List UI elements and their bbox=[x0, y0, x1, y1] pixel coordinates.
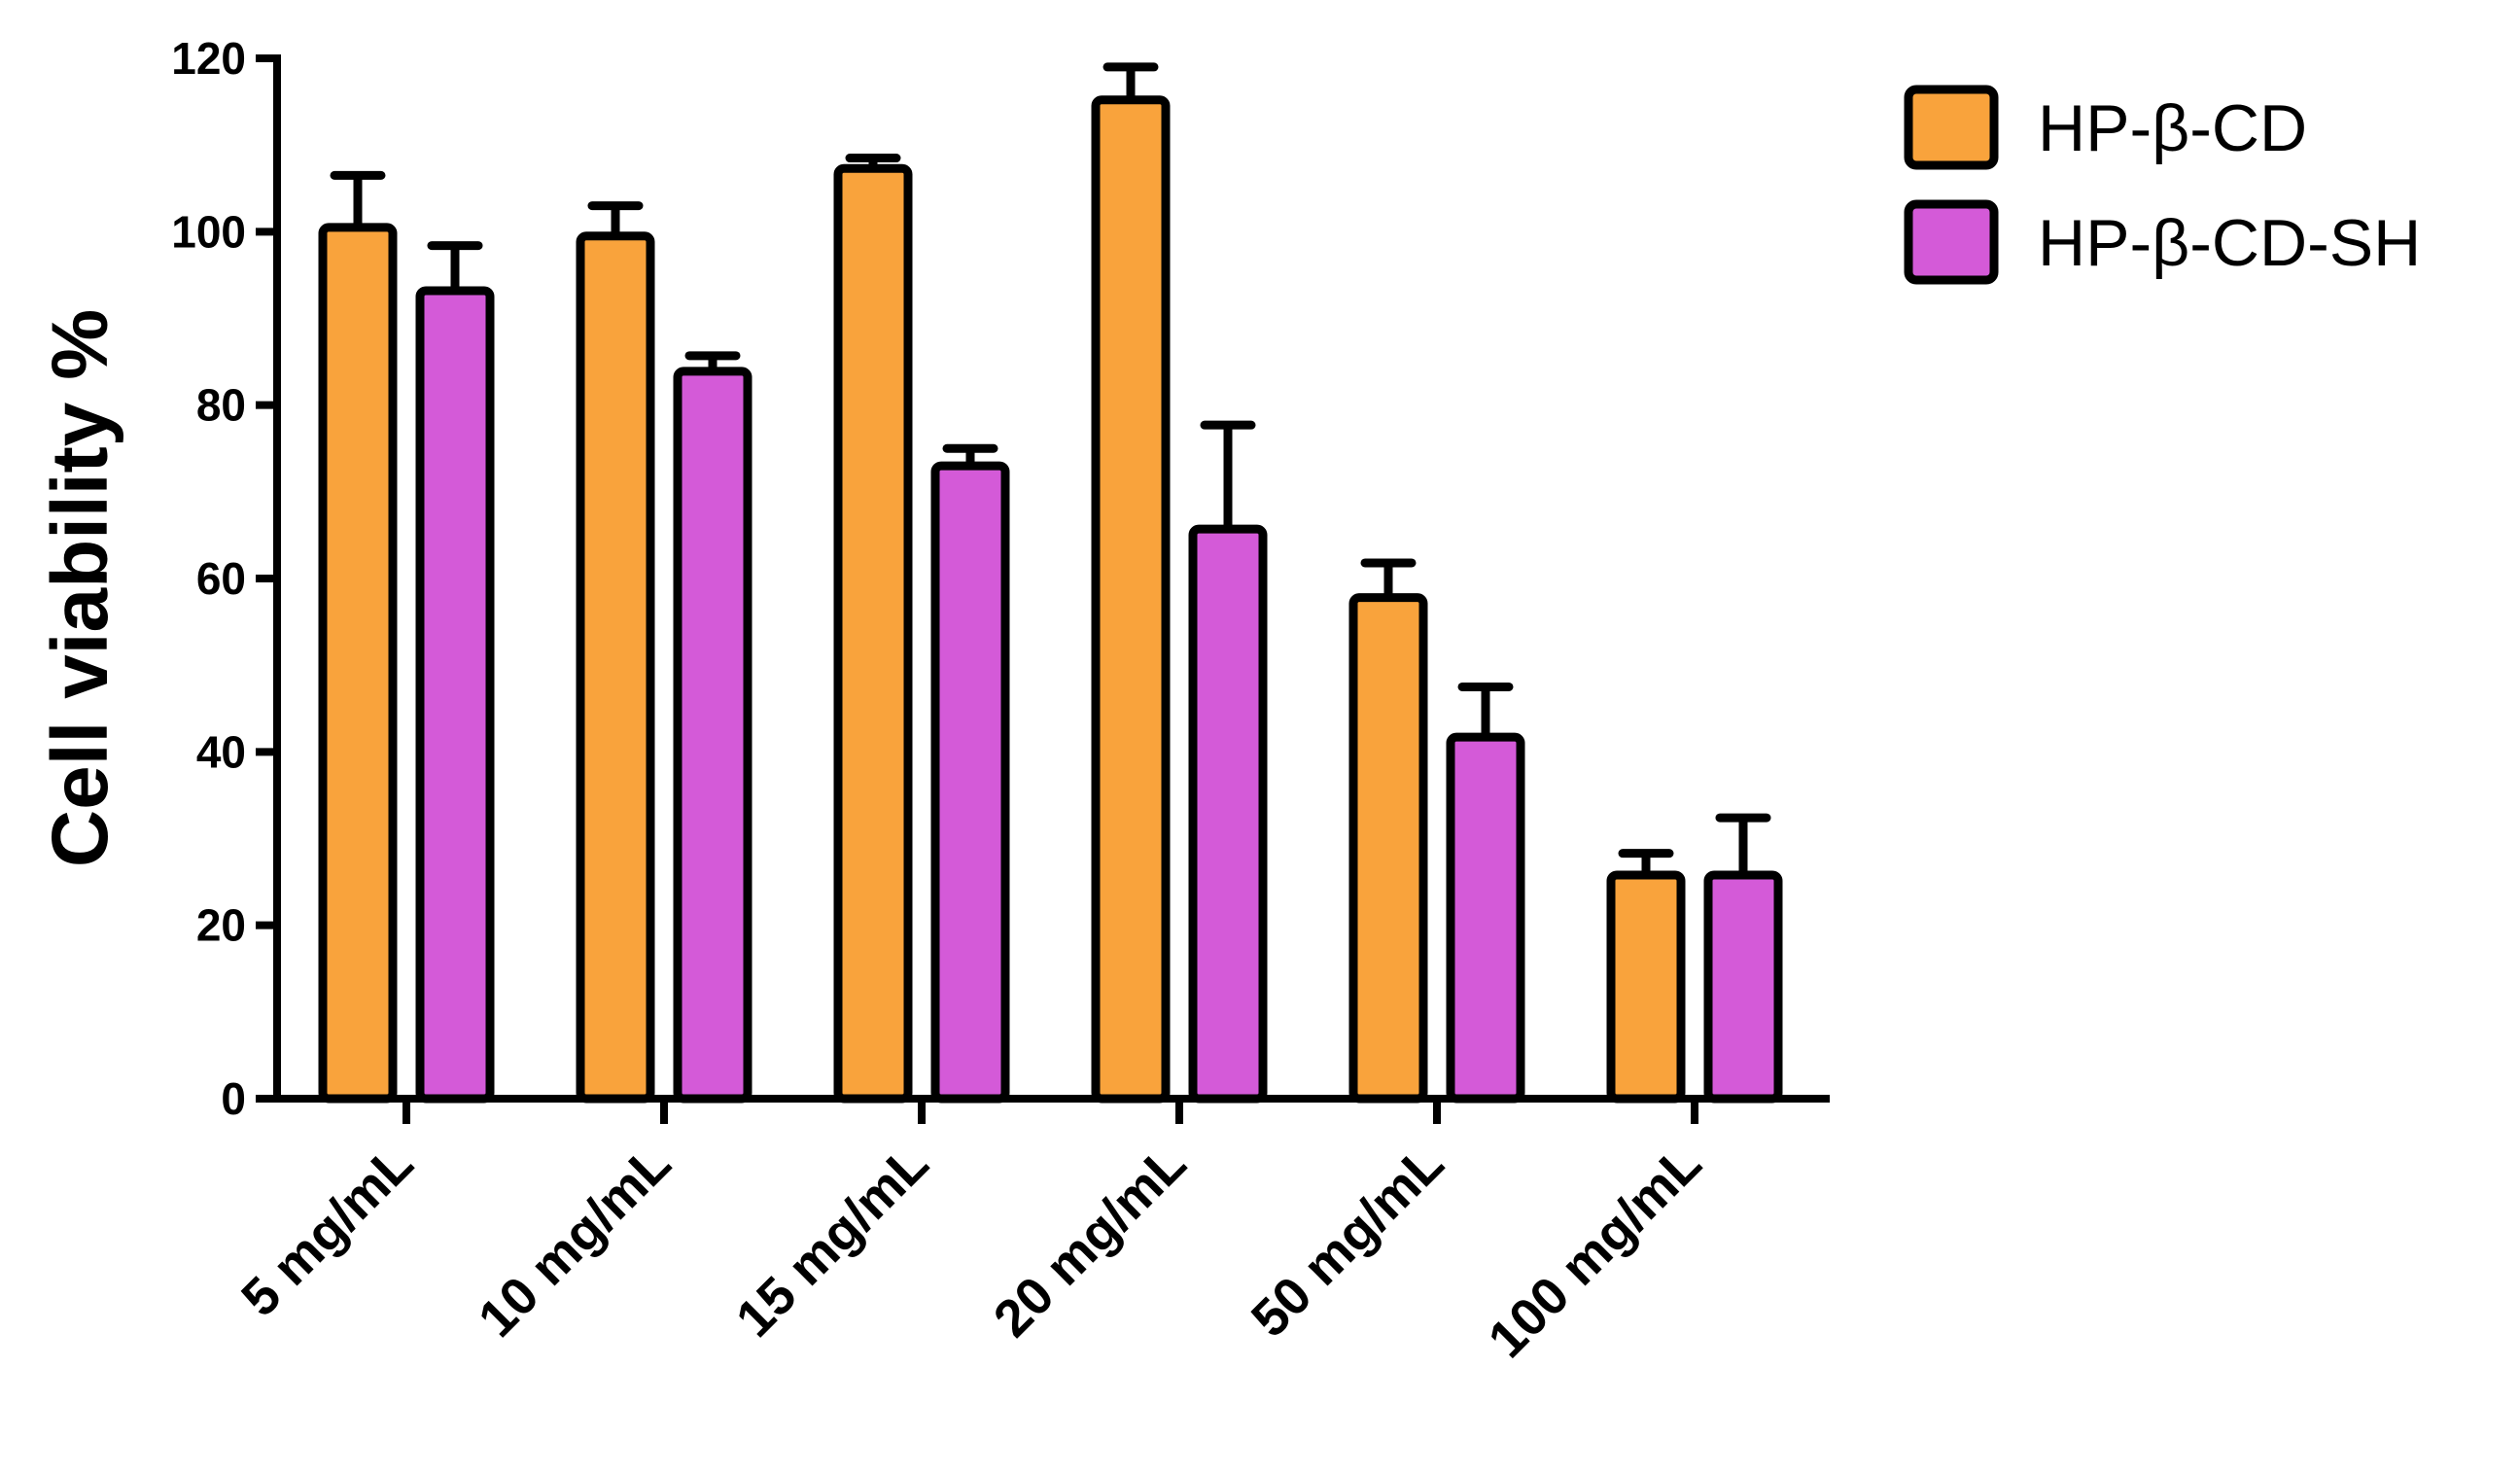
legend-swatch bbox=[1904, 85, 1999, 170]
error-bars-layer bbox=[330, 62, 1771, 875]
y-tick-label: 80 bbox=[196, 380, 246, 431]
y-axis-label: Cell viability % bbox=[36, 309, 124, 867]
legend: HP-β-CD HP-β-CD-SH bbox=[1904, 85, 2421, 285]
bar bbox=[1188, 524, 1268, 1104]
y-tick-label: 100 bbox=[171, 206, 246, 257]
y-tick-label: 40 bbox=[196, 726, 246, 777]
x-tick-label: 15 mg/mL bbox=[725, 1134, 940, 1349]
bars-layer bbox=[318, 95, 1783, 1104]
y-tick-label: 0 bbox=[221, 1073, 246, 1124]
bar bbox=[1091, 95, 1171, 1104]
x-tick-label: 50 mg/mL bbox=[1241, 1134, 1455, 1349]
bar bbox=[1606, 870, 1686, 1104]
bar bbox=[576, 231, 655, 1104]
bar bbox=[673, 367, 752, 1104]
legend-label: HP-β-CD-SH bbox=[2038, 206, 2421, 280]
bar bbox=[930, 461, 1010, 1104]
y-ticks-layer: 0 20 40 60 80 100 120 bbox=[171, 33, 277, 1124]
x-tick-label: 100 mg/mL bbox=[1478, 1134, 1713, 1369]
x-tick-label: 10 mg/mL bbox=[468, 1134, 682, 1349]
bar bbox=[833, 163, 913, 1104]
legend-swatch bbox=[1904, 199, 1999, 285]
y-tick-label: 20 bbox=[196, 900, 246, 951]
y-tick-label: 60 bbox=[196, 553, 246, 604]
x-tick-label: 5 mg/mL bbox=[230, 1134, 424, 1327]
x-tick-label: 20 mg/mL bbox=[983, 1134, 1198, 1349]
x-ticks-layer: 5 mg/mL 10 mg/mL 15 mg/mL 20 mg/mL 50 mg/mL 1… bbox=[230, 1099, 1712, 1369]
bar bbox=[415, 286, 495, 1104]
y-tick-label: 120 bbox=[171, 33, 246, 84]
bar bbox=[318, 223, 398, 1104]
bar bbox=[1348, 593, 1428, 1104]
axes-layer bbox=[273, 54, 1830, 1103]
bar bbox=[1703, 870, 1783, 1104]
bar bbox=[1446, 732, 1525, 1104]
legend-label: HP-β-CD bbox=[2038, 91, 2307, 165]
